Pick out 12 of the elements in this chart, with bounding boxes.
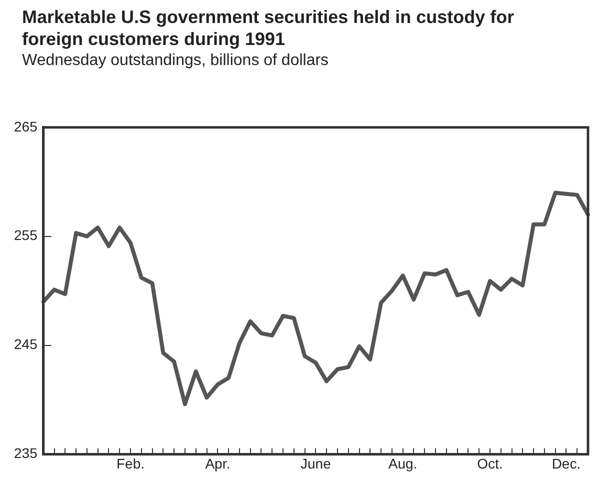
chart-title: Marketable U.S government securities held in custody for foreign customers during 1991 (22, 6, 516, 50)
y-tick-label: 265 (14, 118, 38, 134)
y-tick-label: 235 (14, 445, 38, 462)
x-tick-label: Feb. (116, 455, 145, 472)
x-tick-label: Apr. (205, 455, 230, 472)
x-tick-label: Oct. (477, 455, 503, 472)
y-tick-label: 245 (14, 336, 38, 352)
x-tick-label: June (300, 455, 332, 472)
x-tick-label: Aug. (388, 455, 418, 472)
chart-subtitle: Wednesday outstandings, billions of dollars (22, 52, 329, 70)
x-tick-label: Dec. (552, 455, 581, 472)
y-tick-label: 255 (14, 227, 38, 244)
